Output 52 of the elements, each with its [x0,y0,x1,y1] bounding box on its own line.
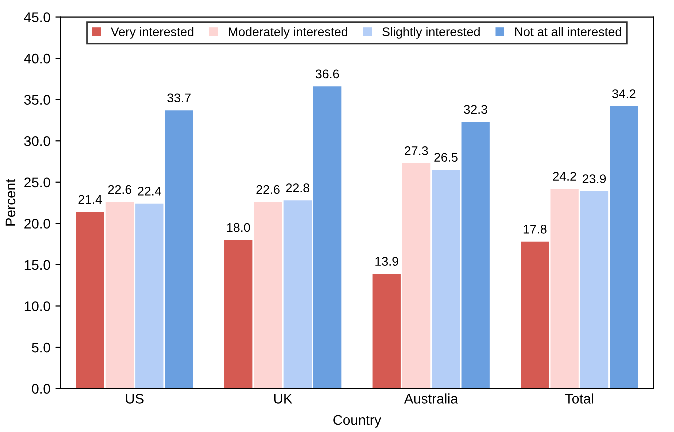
bar [610,106,638,389]
bar [550,189,579,389]
y-tick-label: 5.0 [32,342,50,353]
y-tick-label: 35.0 [24,95,50,106]
bar [432,170,460,389]
x-tick-label: UK [274,394,293,404]
y-tick-label: 20.0 [24,219,50,229]
x-tick-label: Australia [404,394,458,404]
x-tick-label: US [126,394,144,404]
data-label: 32.3 [464,105,488,114]
legend-label: Very interested [111,27,194,39]
data-label: 36.6 [316,70,340,79]
data-label: 21.4 [78,195,102,204]
legend-label: Not at all interested [516,27,622,36]
bar [76,212,104,389]
legend-label: Moderately interested [229,27,348,39]
bar [136,204,164,389]
data-label: 33.7 [168,94,191,103]
y-tick-label: 15.0 [24,260,50,270]
bar [313,86,342,389]
y-axis-title: Percent [6,179,16,226]
data-label: 27.3 [405,146,428,156]
y-tick-label: 40.0 [24,54,50,64]
bar [521,242,550,389]
data-label: 22.4 [138,186,162,196]
data-label: 18.0 [227,223,250,232]
legend-label: Slightly interested [382,27,480,39]
y-tick-label: 10.0 [24,302,50,312]
data-label: 13.9 [376,257,398,266]
data-label: 17.8 [524,224,547,234]
data-label: 22.6 [256,185,280,194]
bar [106,202,134,389]
y-tick-label: 30.0 [24,136,50,146]
bar [254,202,282,389]
data-label: 22.6 [108,185,132,194]
bar [372,274,401,389]
x-tick-label: Total [565,394,594,404]
bar [402,163,431,389]
bar [224,240,253,389]
y-tick-label: 0.0 [32,384,50,394]
data-label: 34.2 [612,90,636,98]
data-label: 24.2 [553,172,576,181]
bar [580,191,609,389]
data-label: 26.5 [434,153,458,162]
data-label: 23.9 [582,174,606,184]
y-tick-label: 25.0 [24,178,50,188]
bar [462,122,490,389]
y-tick-label: 45.0 [24,12,50,22]
bar [284,200,312,389]
x-axis-title: Country [334,415,382,428]
bar [165,110,194,389]
data-label: 22.8 [286,184,310,193]
